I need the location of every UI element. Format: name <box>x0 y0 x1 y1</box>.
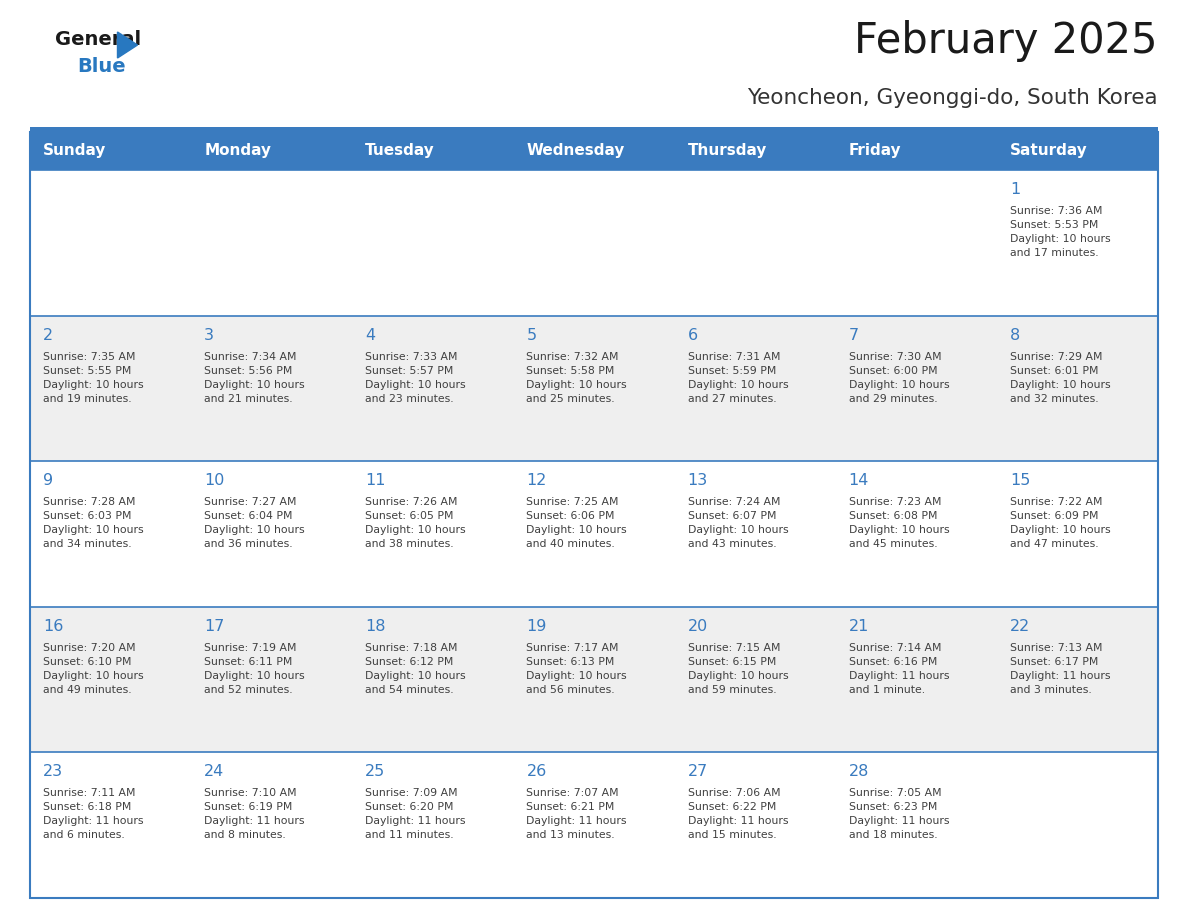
Text: Sunrise: 7:26 AM
Sunset: 6:05 PM
Daylight: 10 hours
and 38 minutes.: Sunrise: 7:26 AM Sunset: 6:05 PM Dayligh… <box>365 498 466 549</box>
Text: Blue: Blue <box>77 57 126 76</box>
Text: Sunrise: 7:32 AM
Sunset: 5:58 PM
Daylight: 10 hours
and 25 minutes.: Sunrise: 7:32 AM Sunset: 5:58 PM Dayligh… <box>526 352 627 404</box>
Text: Sunrise: 7:06 AM
Sunset: 6:22 PM
Daylight: 11 hours
and 15 minutes.: Sunrise: 7:06 AM Sunset: 6:22 PM Dayligh… <box>688 789 788 840</box>
Text: Monday: Monday <box>204 143 271 159</box>
Text: Sunrise: 7:28 AM
Sunset: 6:03 PM
Daylight: 10 hours
and 34 minutes.: Sunrise: 7:28 AM Sunset: 6:03 PM Dayligh… <box>43 498 144 549</box>
Text: Sunrise: 7:13 AM
Sunset: 6:17 PM
Daylight: 11 hours
and 3 minutes.: Sunrise: 7:13 AM Sunset: 6:17 PM Dayligh… <box>1010 643 1111 695</box>
Text: 1: 1 <box>1010 182 1020 197</box>
Text: 13: 13 <box>688 473 708 488</box>
Bar <box>30 461 1158 607</box>
Text: Sunrise: 7:34 AM
Sunset: 5:56 PM
Daylight: 10 hours
and 21 minutes.: Sunrise: 7:34 AM Sunset: 5:56 PM Dayligh… <box>204 352 305 404</box>
Text: Sunrise: 7:11 AM
Sunset: 6:18 PM
Daylight: 11 hours
and 6 minutes.: Sunrise: 7:11 AM Sunset: 6:18 PM Dayligh… <box>43 789 144 840</box>
Text: General: General <box>55 30 141 49</box>
Text: Yeoncheon, Gyeonggi-do, South Korea: Yeoncheon, Gyeonggi-do, South Korea <box>747 88 1158 108</box>
Text: Thursday: Thursday <box>688 143 767 159</box>
Text: 2: 2 <box>43 328 53 342</box>
Bar <box>997 132 1158 170</box>
Bar <box>835 132 997 170</box>
Text: Wednesday: Wednesday <box>526 143 625 159</box>
Text: 14: 14 <box>848 473 870 488</box>
Text: 6: 6 <box>688 328 697 342</box>
Text: 27: 27 <box>688 765 708 779</box>
Text: 8: 8 <box>1010 328 1020 342</box>
Bar <box>30 753 1158 898</box>
Text: Sunrise: 7:10 AM
Sunset: 6:19 PM
Daylight: 11 hours
and 8 minutes.: Sunrise: 7:10 AM Sunset: 6:19 PM Dayligh… <box>204 789 304 840</box>
Text: Sunrise: 7:29 AM
Sunset: 6:01 PM
Daylight: 10 hours
and 32 minutes.: Sunrise: 7:29 AM Sunset: 6:01 PM Dayligh… <box>1010 352 1111 404</box>
Text: 15: 15 <box>1010 473 1030 488</box>
Text: Sunrise: 7:25 AM
Sunset: 6:06 PM
Daylight: 10 hours
and 40 minutes.: Sunrise: 7:25 AM Sunset: 6:06 PM Dayligh… <box>526 498 627 549</box>
Bar <box>30 132 1158 898</box>
Text: 12: 12 <box>526 473 546 488</box>
Text: 23: 23 <box>43 765 63 779</box>
Text: 28: 28 <box>848 765 870 779</box>
Text: 7: 7 <box>848 328 859 342</box>
Text: 26: 26 <box>526 765 546 779</box>
Text: Sunrise: 7:33 AM
Sunset: 5:57 PM
Daylight: 10 hours
and 23 minutes.: Sunrise: 7:33 AM Sunset: 5:57 PM Dayligh… <box>365 352 466 404</box>
Bar <box>675 132 835 170</box>
Text: 17: 17 <box>204 619 225 633</box>
Text: 11: 11 <box>365 473 386 488</box>
Text: Sunrise: 7:20 AM
Sunset: 6:10 PM
Daylight: 10 hours
and 49 minutes.: Sunrise: 7:20 AM Sunset: 6:10 PM Dayligh… <box>43 643 144 695</box>
Text: February 2025: February 2025 <box>854 20 1158 62</box>
Text: 10: 10 <box>204 473 225 488</box>
Text: 25: 25 <box>365 765 386 779</box>
Text: Friday: Friday <box>848 143 902 159</box>
Bar <box>30 316 1158 461</box>
Bar <box>353 132 513 170</box>
Text: 20: 20 <box>688 619 708 633</box>
Bar <box>191 132 353 170</box>
Text: Sunrise: 7:09 AM
Sunset: 6:20 PM
Daylight: 11 hours
and 11 minutes.: Sunrise: 7:09 AM Sunset: 6:20 PM Dayligh… <box>365 789 466 840</box>
Text: 3: 3 <box>204 328 214 342</box>
Text: Sunrise: 7:23 AM
Sunset: 6:08 PM
Daylight: 10 hours
and 45 minutes.: Sunrise: 7:23 AM Sunset: 6:08 PM Dayligh… <box>848 498 949 549</box>
Text: 18: 18 <box>365 619 386 633</box>
Text: Sunrise: 7:27 AM
Sunset: 6:04 PM
Daylight: 10 hours
and 36 minutes.: Sunrise: 7:27 AM Sunset: 6:04 PM Dayligh… <box>204 498 305 549</box>
Text: Sunday: Sunday <box>43 143 107 159</box>
Text: Tuesday: Tuesday <box>365 143 435 159</box>
Text: Sunrise: 7:36 AM
Sunset: 5:53 PM
Daylight: 10 hours
and 17 minutes.: Sunrise: 7:36 AM Sunset: 5:53 PM Dayligh… <box>1010 206 1111 258</box>
Polygon shape <box>118 32 138 58</box>
Bar <box>30 170 1158 316</box>
Text: 5: 5 <box>526 328 537 342</box>
Text: Sunrise: 7:15 AM
Sunset: 6:15 PM
Daylight: 10 hours
and 59 minutes.: Sunrise: 7:15 AM Sunset: 6:15 PM Dayligh… <box>688 643 788 695</box>
Bar <box>513 132 675 170</box>
Text: 22: 22 <box>1010 619 1030 633</box>
Text: Sunrise: 7:30 AM
Sunset: 6:00 PM
Daylight: 10 hours
and 29 minutes.: Sunrise: 7:30 AM Sunset: 6:00 PM Dayligh… <box>848 352 949 404</box>
Text: Sunrise: 7:14 AM
Sunset: 6:16 PM
Daylight: 11 hours
and 1 minute.: Sunrise: 7:14 AM Sunset: 6:16 PM Dayligh… <box>848 643 949 695</box>
Text: 9: 9 <box>43 473 53 488</box>
Text: Sunrise: 7:05 AM
Sunset: 6:23 PM
Daylight: 11 hours
and 18 minutes.: Sunrise: 7:05 AM Sunset: 6:23 PM Dayligh… <box>848 789 949 840</box>
Text: Saturday: Saturday <box>1010 143 1087 159</box>
Text: Sunrise: 7:17 AM
Sunset: 6:13 PM
Daylight: 10 hours
and 56 minutes.: Sunrise: 7:17 AM Sunset: 6:13 PM Dayligh… <box>526 643 627 695</box>
Text: 21: 21 <box>848 619 870 633</box>
Bar <box>30 132 191 170</box>
Text: 19: 19 <box>526 619 546 633</box>
Bar <box>30 607 1158 753</box>
Text: 16: 16 <box>43 619 63 633</box>
Text: Sunrise: 7:31 AM
Sunset: 5:59 PM
Daylight: 10 hours
and 27 minutes.: Sunrise: 7:31 AM Sunset: 5:59 PM Dayligh… <box>688 352 788 404</box>
Text: Sunrise: 7:18 AM
Sunset: 6:12 PM
Daylight: 10 hours
and 54 minutes.: Sunrise: 7:18 AM Sunset: 6:12 PM Dayligh… <box>365 643 466 695</box>
Text: 4: 4 <box>365 328 375 342</box>
Bar <box>30 127 1158 131</box>
Text: Sunrise: 7:07 AM
Sunset: 6:21 PM
Daylight: 11 hours
and 13 minutes.: Sunrise: 7:07 AM Sunset: 6:21 PM Dayligh… <box>526 789 627 840</box>
Text: Sunrise: 7:24 AM
Sunset: 6:07 PM
Daylight: 10 hours
and 43 minutes.: Sunrise: 7:24 AM Sunset: 6:07 PM Dayligh… <box>688 498 788 549</box>
Text: Sunrise: 7:35 AM
Sunset: 5:55 PM
Daylight: 10 hours
and 19 minutes.: Sunrise: 7:35 AM Sunset: 5:55 PM Dayligh… <box>43 352 144 404</box>
Text: Sunrise: 7:19 AM
Sunset: 6:11 PM
Daylight: 10 hours
and 52 minutes.: Sunrise: 7:19 AM Sunset: 6:11 PM Dayligh… <box>204 643 305 695</box>
Text: 24: 24 <box>204 765 225 779</box>
Text: Sunrise: 7:22 AM
Sunset: 6:09 PM
Daylight: 10 hours
and 47 minutes.: Sunrise: 7:22 AM Sunset: 6:09 PM Dayligh… <box>1010 498 1111 549</box>
